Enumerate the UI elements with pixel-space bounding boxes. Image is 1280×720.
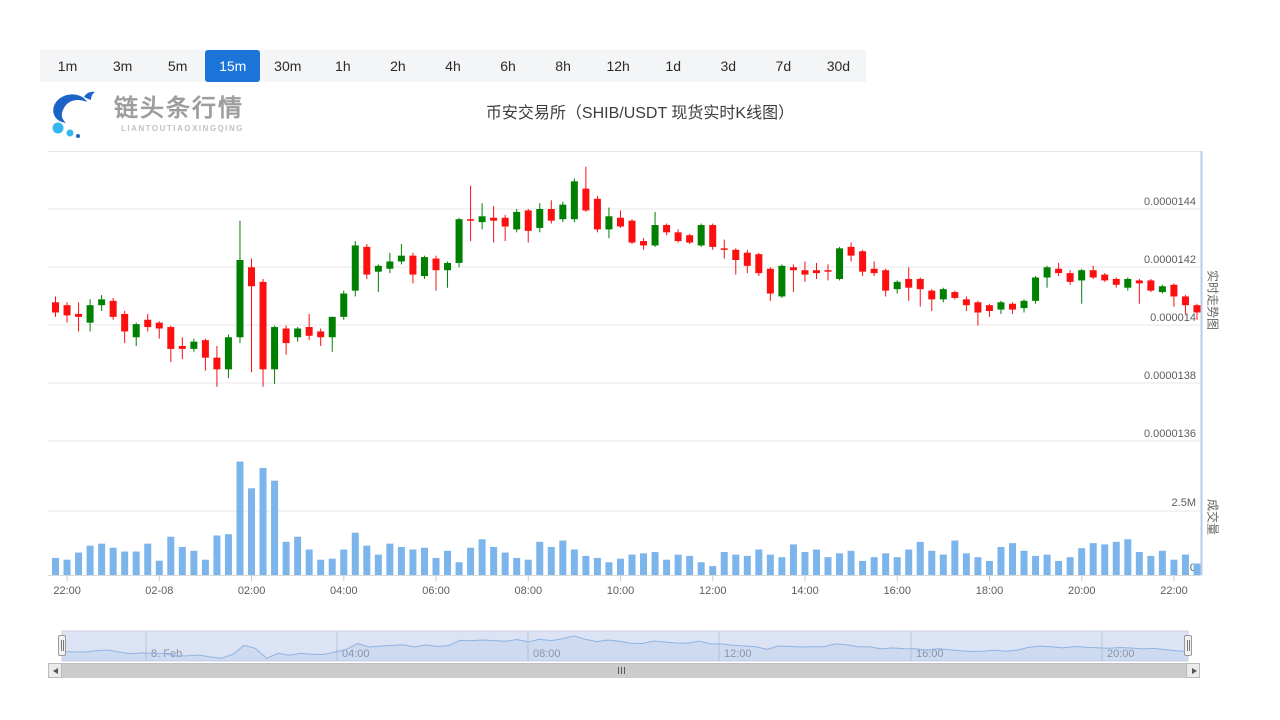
x-axis-label: 16:00 xyxy=(883,585,911,597)
timeframe-button-30m[interactable]: 30m xyxy=(260,50,315,82)
x-axis-label: 22:00 xyxy=(1160,585,1188,597)
x-axis-label: 14:00 xyxy=(791,585,819,597)
timeframe-button-2h[interactable]: 2h xyxy=(370,50,425,82)
timeframe-button-30d[interactable]: 30d xyxy=(811,50,866,82)
timeframe-button-8h[interactable]: 8h xyxy=(536,50,591,82)
x-axis-label: 06:00 xyxy=(422,585,450,597)
volume-pane-label: 成交量 xyxy=(1205,498,1220,536)
timeframe-button-1m[interactable]: 1m xyxy=(40,50,95,82)
x-axis-label: 22:00 xyxy=(53,585,81,597)
logo-text: 链头条行情 xyxy=(114,94,244,122)
navigator-label: 20:00 xyxy=(1107,648,1135,660)
timeframe-button-1d[interactable]: 1d xyxy=(646,50,701,82)
scrollbar-grip[interactable] xyxy=(618,667,625,674)
timeframe-button-5m[interactable]: 5m xyxy=(150,50,205,82)
right-arrow-icon xyxy=(1192,668,1197,674)
x-axis-label: 04:00 xyxy=(330,585,358,597)
price-axis-label: 0.0000142 xyxy=(1144,254,1196,266)
timeframe-button-3m[interactable]: 3m xyxy=(95,50,150,82)
navigator-right-handle[interactable] xyxy=(1184,635,1192,656)
timeframe-button-3d[interactable]: 3d xyxy=(701,50,756,82)
price-pane-label: 实时走势图 xyxy=(1205,269,1220,331)
navigator-label: 16:00 xyxy=(916,648,944,660)
x-axis-label: 08:00 xyxy=(515,585,543,597)
whale-logo-icon xyxy=(52,91,95,138)
price-axis-label: 0.0000144 xyxy=(1144,196,1196,208)
site-logo[interactable]: 链头条行情 LIANTOUTIAOXINGQING xyxy=(48,88,244,140)
navigator-label: 12:00 xyxy=(724,648,752,660)
x-axis-label: 18:00 xyxy=(976,585,1004,597)
navigator-label: 08:00 xyxy=(533,648,561,660)
timeframe-button-1h[interactable]: 1h xyxy=(315,50,370,82)
timeframe-button-4h[interactable]: 4h xyxy=(425,50,480,82)
price-axis-label: 0.0000136 xyxy=(1144,428,1196,440)
x-axis-label: 10:00 xyxy=(607,585,635,597)
x-axis-label: 02-08 xyxy=(145,585,173,597)
timeframe-button-12h[interactable]: 12h xyxy=(591,50,646,82)
scrollbar-right-button[interactable] xyxy=(1186,663,1200,678)
logo-subtext: LIANTOUTIAOXINGQING xyxy=(120,123,244,133)
left-arrow-icon xyxy=(53,668,58,674)
timeframe-button-6h[interactable]: 6h xyxy=(481,50,536,82)
x-axis-label: 02:00 xyxy=(238,585,266,597)
volume-series xyxy=(52,461,1201,575)
price-axis-label: 0.0000138 xyxy=(1144,370,1196,382)
scrollbar-left-button[interactable] xyxy=(48,663,62,678)
x-axis-label: 20:00 xyxy=(1068,585,1096,597)
navigator-label: 04:00 xyxy=(342,648,370,660)
timeframe-toolbar: 1m 3m 5m 15m 30m 1h 2h 4h 6h 8h 12h 1d 3d 7d 30d xyxy=(40,50,866,82)
volume-axis-label: 2.5M xyxy=(1172,497,1196,509)
navigator-left-handle[interactable] xyxy=(58,635,66,656)
volume-axis-label: 0 xyxy=(1190,562,1196,574)
timeframe-button-7d[interactable]: 7d xyxy=(756,50,811,82)
navigator-area[interactable] xyxy=(61,630,1189,662)
x-axis-label: 12:00 xyxy=(699,585,727,597)
timeframe-button-15m[interactable]: 15m xyxy=(205,50,261,82)
candlestick-series xyxy=(52,166,1201,387)
chart-title: 币安交易所（SHIB/USDT 现货实时K线图） xyxy=(485,105,795,122)
price-axis-label: 0.000014 xyxy=(1150,312,1196,324)
